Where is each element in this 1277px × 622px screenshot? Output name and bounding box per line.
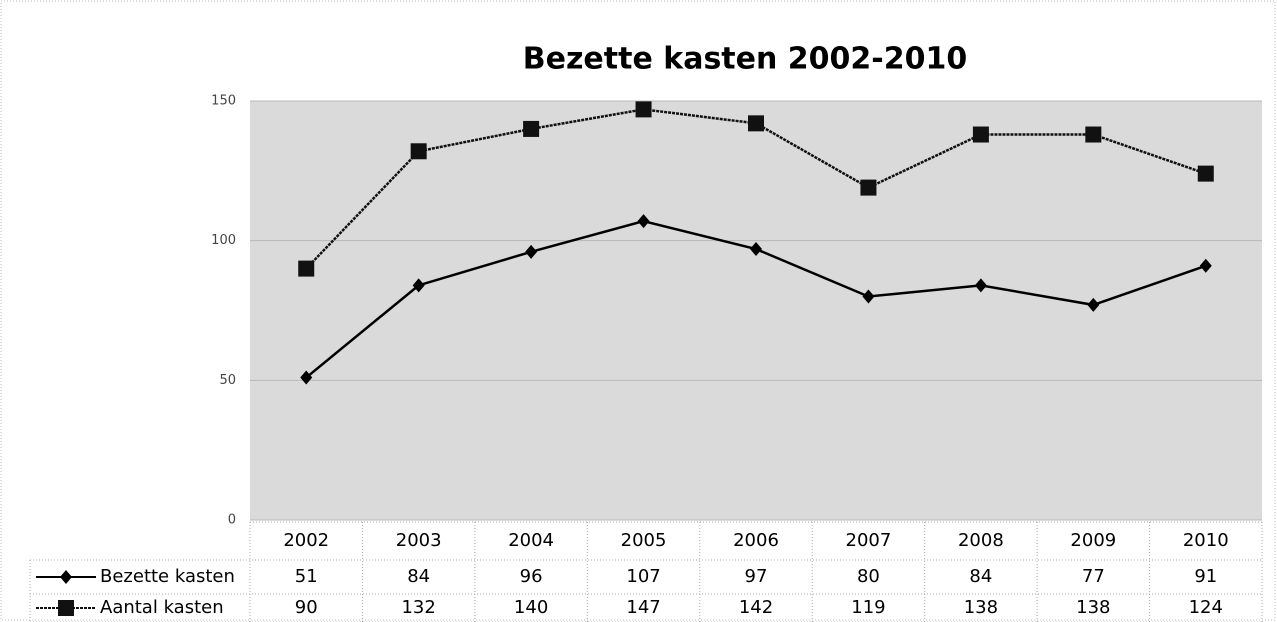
table-value: 96: [520, 566, 543, 587]
x-tick-label: 2007: [846, 530, 892, 551]
marker: [523, 120, 540, 137]
legend-label: Aantal kasten: [100, 597, 224, 618]
marker: [1085, 126, 1102, 143]
plot-area: [250, 101, 1262, 520]
x-tick-label: 2004: [508, 530, 554, 551]
x-tick-label: 2006: [733, 530, 779, 551]
legend-label: Bezette kasten: [100, 566, 235, 587]
table-value: 97: [745, 566, 768, 587]
x-tick-label: 2010: [1183, 530, 1229, 551]
table-value: 84: [969, 566, 992, 587]
marker: [637, 214, 650, 229]
y-tick-label: 50: [219, 373, 236, 388]
table-value: 91: [1194, 566, 1217, 587]
x-tick-label: 2005: [621, 530, 667, 551]
legend-marker: [60, 570, 72, 584]
marker: [862, 289, 875, 304]
marker: [1197, 165, 1214, 182]
marker: [525, 244, 538, 259]
y-tick-label: 100: [211, 233, 236, 248]
table-value: 147: [626, 597, 660, 618]
marker: [412, 278, 425, 293]
x-tick-label: 2009: [1070, 530, 1116, 551]
table-value: 138: [964, 597, 998, 618]
table-value: 140: [514, 597, 548, 618]
table-value: 90: [295, 597, 318, 618]
marker: [972, 126, 989, 143]
legend-marker: [58, 600, 74, 616]
y-tick-label: 0: [228, 513, 236, 528]
marker: [300, 370, 313, 385]
table-value: 142: [739, 597, 773, 618]
table-value: 138: [1076, 597, 1110, 618]
marker: [748, 115, 764, 132]
table-value: 107: [626, 566, 660, 587]
marker: [1087, 297, 1100, 312]
marker: [298, 260, 315, 277]
marker: [860, 179, 877, 196]
x-tick-label: 2008: [958, 530, 1004, 551]
marker: [974, 278, 987, 293]
chart-title: Bezette kasten 2002-2010: [523, 42, 967, 77]
x-tick-label: 2003: [396, 530, 442, 551]
marker: [635, 101, 652, 118]
marker: [750, 242, 762, 257]
table-value: 84: [407, 566, 430, 587]
table-value: 124: [1189, 597, 1223, 618]
table-value: 77: [1082, 566, 1105, 587]
table-value: 51: [295, 566, 318, 587]
y-tick-label: 150: [211, 94, 236, 109]
marker: [410, 143, 427, 160]
marker: [1199, 258, 1212, 273]
table-value: 80: [857, 566, 880, 587]
table-value: 119: [851, 597, 885, 618]
table-value: 132: [401, 597, 435, 618]
x-tick-label: 2002: [283, 530, 329, 551]
